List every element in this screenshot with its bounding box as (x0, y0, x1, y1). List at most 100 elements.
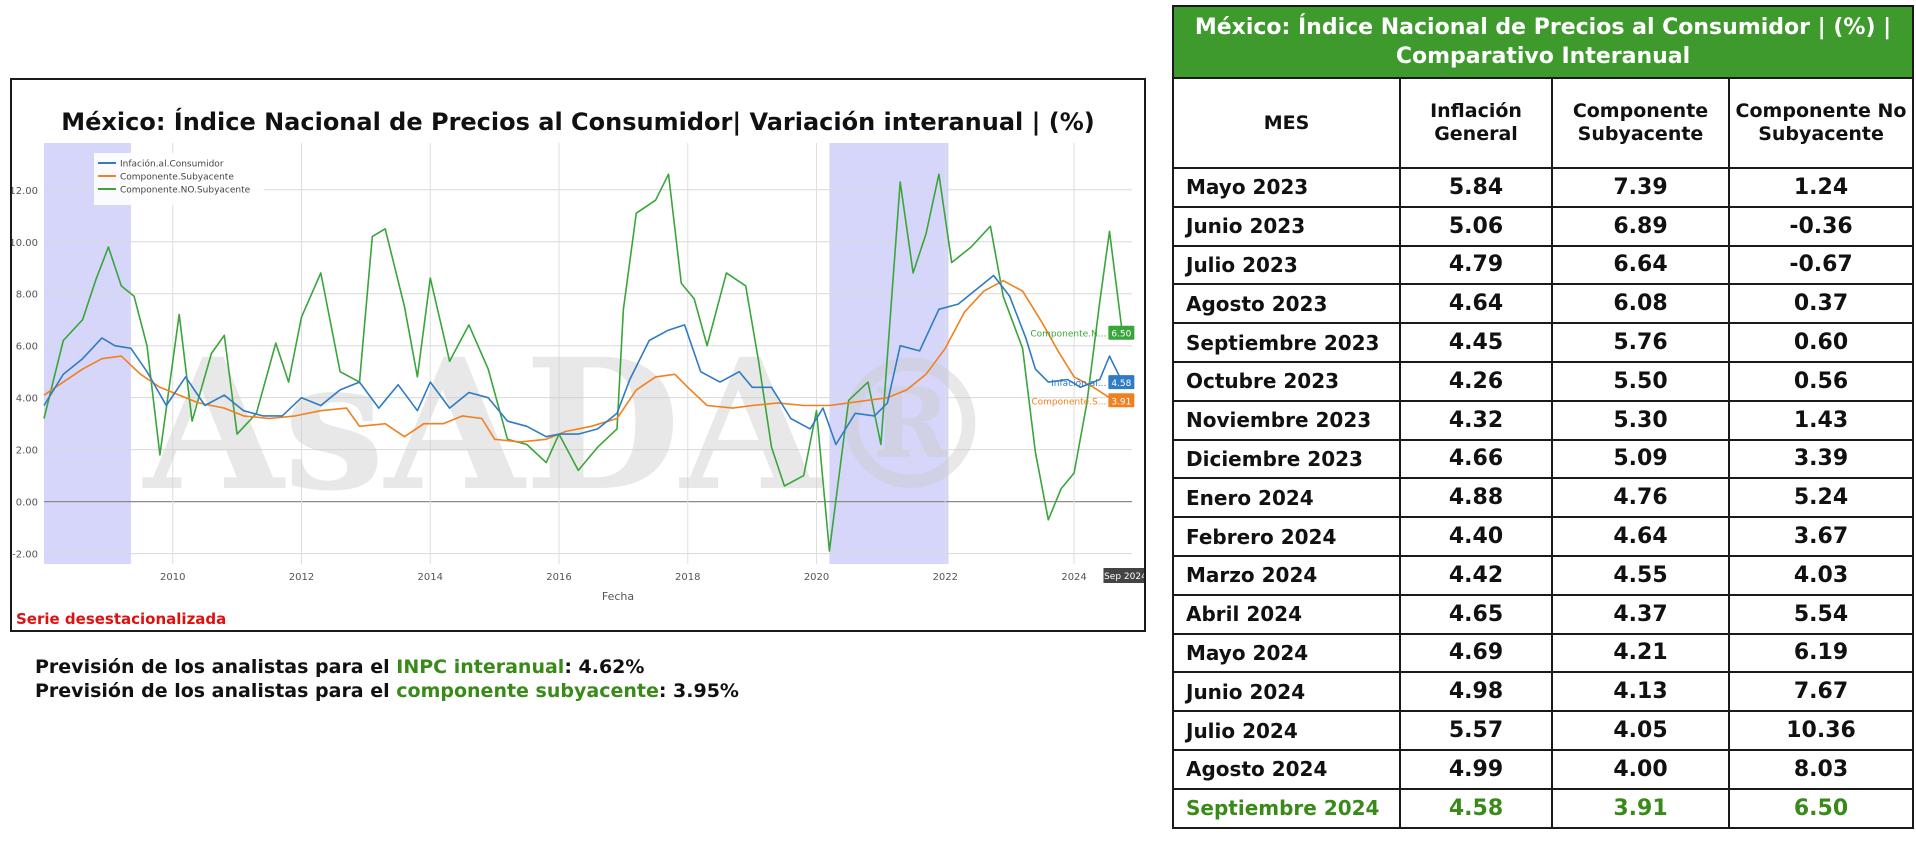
cell-general: 4.64 (1399, 283, 1553, 325)
watermark: AsADA® (142, 320, 1000, 531)
cell-subyacente: 6.08 (1551, 283, 1730, 325)
cell-mes: Junio 2023 (1172, 205, 1401, 247)
legend-box (94, 153, 264, 205)
series-end-value: 6.50 (1111, 330, 1131, 340)
cell-general: 4.99 (1399, 748, 1553, 790)
cell-no-subyacente: 6.19 (1727, 632, 1915, 674)
table-row: Enero 2024 4.88 4.76 5.24 (1172, 477, 1915, 519)
table-row: Junio 2023 5.06 6.89 -0.36 (1172, 205, 1915, 247)
table-row: Julio 2023 4.79 6.64 -0.67 (1172, 244, 1915, 286)
cell-general: 4.69 (1399, 632, 1553, 674)
cell-mes: Febrero 2024 (1172, 516, 1401, 557)
cell-general: 5.84 (1399, 167, 1553, 208)
series-end-badge (1108, 393, 1135, 408)
cell-general: 4.58 (1399, 787, 1553, 829)
series-line-componente-subyacente (43, 279, 1123, 443)
cell-subyacente: 4.55 (1551, 554, 1730, 596)
cell-mes: Junio 2024 (1172, 671, 1401, 713)
y-tick-label: 4.00 (16, 394, 38, 405)
table-row: Septiembre 2024 4.58 3.91 6.50 (1172, 787, 1915, 829)
y-tick-label: 12.00 (12, 186, 38, 197)
cell-no-subyacente: 5.24 (1727, 477, 1915, 519)
cell-general: 4.98 (1399, 671, 1553, 713)
legend-label: Infación.al.Consumidor (120, 159, 224, 170)
cell-subyacente: 6.64 (1551, 244, 1730, 286)
cell-no-subyacente: 10.36 (1727, 710, 1915, 751)
cell-subyacente: 4.00 (1551, 748, 1730, 790)
series-end-label: Infación.al... (1051, 378, 1106, 389)
shaded-region (829, 143, 949, 564)
y-tick-label: 0.00 (16, 498, 38, 509)
x-tick-label: 2024 (1061, 572, 1086, 583)
legend-label: Componente.Subyacente (120, 173, 234, 183)
y-tick-label: 10.00 (12, 238, 38, 249)
y-tick-label: 8.00 (16, 290, 38, 301)
cell-no-subyacente: 0.60 (1727, 322, 1915, 363)
cell-general: 4.32 (1399, 399, 1553, 441)
header-componente-subyacente: Componente Subyacente (1551, 77, 1730, 169)
table-row: Junio 2024 4.98 4.13 7.67 (1172, 671, 1915, 713)
x-tick-label: 2012 (289, 572, 314, 583)
table-row: Octubre 2023 4.26 5.50 0.56 (1172, 360, 1915, 402)
chart-title: México: Índice Nacional de Precios al Co… (61, 108, 1095, 136)
table-row: Mayo 2024 4.69 4.21 6.19 (1172, 632, 1915, 674)
y-tick-label: -2.00 (12, 550, 38, 561)
series-end-value: 3.91 (1111, 397, 1131, 407)
cell-mes: Mayo 2023 (1172, 167, 1401, 208)
cell-no-subyacente: 1.24 (1727, 167, 1915, 208)
cell-mes: Agosto 2023 (1172, 283, 1401, 325)
cell-general: 4.45 (1399, 322, 1553, 363)
table-row: Agosto 2024 4.99 4.00 8.03 (1172, 748, 1915, 790)
table-row: Septiembre 2023 4.45 5.76 0.60 (1172, 322, 1915, 363)
legend-label: Componente.NO.Subyacente (120, 186, 251, 196)
forecast-subyacente: Previsión de los analistas para el compo… (35, 680, 739, 702)
table-row: Noviembre 2023 4.32 5.30 1.43 (1172, 399, 1915, 441)
cell-subyacente: 4.21 (1551, 632, 1730, 674)
series-end-badge (1108, 375, 1135, 390)
cell-mes: Septiembre 2023 (1172, 322, 1401, 363)
header-inflacion-general: Inflación General (1399, 77, 1553, 169)
cell-mes: Octubre 2023 (1172, 360, 1401, 402)
cell-subyacente: 4.05 (1551, 710, 1730, 751)
cell-general: 4.42 (1399, 554, 1553, 596)
cell-subyacente: 4.37 (1551, 593, 1730, 635)
table-title: México: Índice Nacional de Precios al Co… (1171, 5, 1915, 79)
cell-no-subyacente: 3.67 (1727, 516, 1915, 557)
serie-note: Serie desestacionalizada (16, 610, 227, 628)
x-tick-label: 2022 (933, 572, 958, 583)
cell-general: 4.65 (1399, 593, 1553, 635)
forecast-inpc: Previsión de los analistas para el INPC … (35, 656, 645, 678)
series-end-badge (1108, 325, 1135, 340)
cell-subyacente: 5.76 (1551, 322, 1730, 363)
cell-mes: Mayo 2024 (1172, 632, 1401, 674)
line-chart: -2.00 0.00 2.00 4.00 6.00 8.00 10.00 12.00 2010 2… (12, 143, 1144, 603)
cursor-label: Sep 2024 (1104, 572, 1144, 582)
cell-general: 4.66 (1399, 438, 1553, 480)
cell-subyacente: 5.50 (1551, 360, 1730, 402)
table-row: Julio 2024 5.57 4.05 10.36 (1172, 710, 1915, 751)
cell-no-subyacente: 7.67 (1727, 671, 1915, 713)
cell-subyacente: 4.13 (1551, 671, 1730, 713)
series-end-label: Componente.S... (1031, 397, 1106, 407)
table-row: Agosto 2023 4.64 6.08 0.37 (1172, 283, 1915, 325)
cursor-label-box (1103, 568, 1144, 583)
cell-no-subyacente: 5.54 (1727, 593, 1915, 635)
cell-mes: Julio 2023 (1172, 244, 1401, 286)
cell-no-subyacente: 6.50 (1727, 787, 1915, 829)
comparison-table-panel: México: Índice Nacional de Precios al Co… (1171, 5, 1915, 851)
table-row: Febrero 2024 4.40 4.64 3.67 (1172, 516, 1915, 557)
table-row: Marzo 2024 4.42 4.55 4.03 (1172, 554, 1915, 596)
header-componente-no-subyacente: Componente No Subyacente (1727, 77, 1915, 169)
x-tick-label: 2016 (546, 572, 571, 583)
cell-general: 4.40 (1399, 516, 1553, 557)
table-row: Abril 2024 4.65 4.37 5.54 (1172, 593, 1915, 635)
cell-no-subyacente: 0.56 (1727, 360, 1915, 402)
cell-mes: Noviembre 2023 (1172, 399, 1401, 441)
cell-subyacente: 5.09 (1551, 438, 1730, 480)
forecast-subyacente-highlight: componente subyacente (396, 680, 659, 702)
x-tick-label: 2010 (160, 572, 185, 583)
cell-mes: Enero 2024 (1172, 477, 1401, 519)
x-axis-label: Fecha (602, 590, 634, 603)
cell-mes: Marzo 2024 (1172, 554, 1401, 596)
cell-no-subyacente: -0.67 (1727, 244, 1915, 286)
